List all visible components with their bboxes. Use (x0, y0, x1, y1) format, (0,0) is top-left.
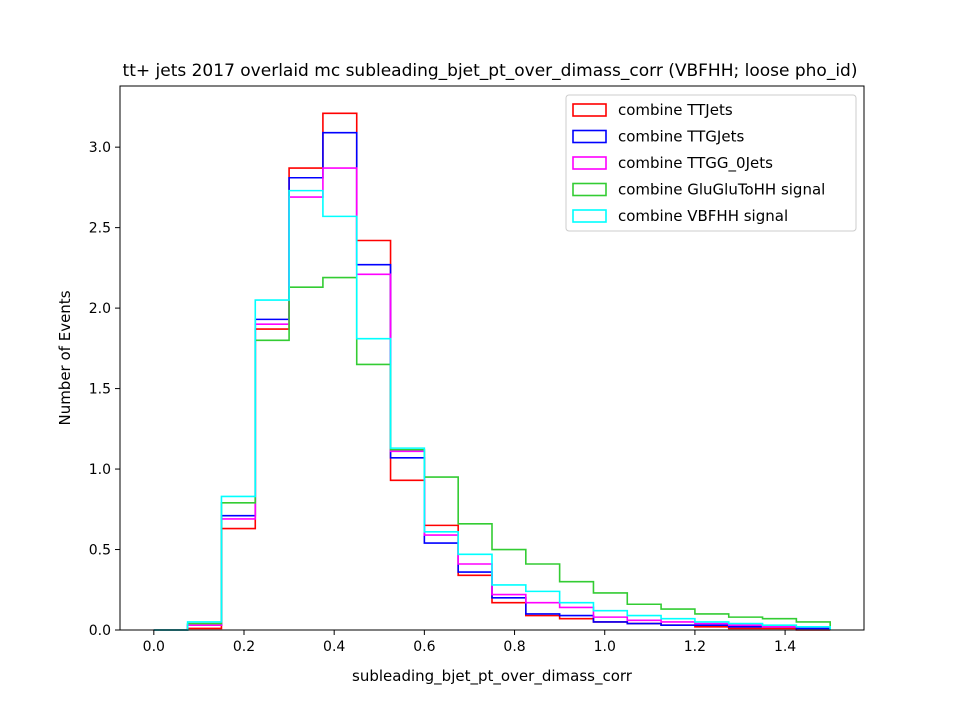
legend-swatch-4 (572, 209, 607, 223)
x-tick-label: 1.4 (774, 639, 796, 655)
y-tick-label: 0.0 (89, 623, 111, 639)
y-tick-label: 1.5 (89, 382, 111, 398)
legend-swatch-1 (572, 129, 607, 144)
legend-label-3: combine GluGluToHH signal (618, 181, 825, 199)
axes-frame (119, 85, 865, 631)
series-line-4 (153, 189, 831, 631)
legend-label-4: combine VBFHH signal (618, 207, 788, 225)
y-tick-label: 0.5 (89, 543, 111, 559)
legend-swatch-2 (572, 156, 607, 170)
axes-ticks: 0.0 0.2 0.4 0.6 0.8 1.0 1.2 1.4 0.0 0.5 1.0 1.5 2.0 2… (89, 140, 797, 655)
legend-label-0: combine TTJets (618, 101, 733, 119)
series-line-3 (153, 276, 831, 631)
legend-swatch-3 (572, 182, 607, 197)
plot-area (119, 85, 865, 631)
y-tick-label: 2.0 (89, 301, 111, 317)
legend-swatch-0 (572, 103, 607, 117)
x-tick-label: 0.0 (143, 639, 165, 655)
legend: combine TTJets combine TTGJets combine TTG… (565, 94, 857, 232)
x-tick-label: 0.4 (323, 639, 345, 655)
x-tick-label: 0.2 (233, 639, 255, 655)
y-tick-label: 1.0 (89, 462, 111, 478)
y-tick-label: 3.0 (89, 140, 111, 156)
y-tick-label: 2.5 (89, 221, 111, 237)
y-axis-label: Number of Events (56, 290, 74, 425)
legend-label-1: combine TTGJets (618, 128, 744, 146)
chart-title: tt+ jets 2017 overlaid mc subleading_bje… (123, 61, 858, 81)
x-tick-label: 0.8 (503, 639, 525, 655)
x-tick-label: 1.2 (684, 639, 706, 655)
x-axis-label: subleading_bjet_pt_over_dimass_corr (352, 667, 633, 686)
legend-label-2: combine TTGG_0Jets (618, 154, 773, 173)
x-tick-label: 1.0 (594, 639, 616, 655)
x-tick-label: 0.6 (413, 639, 435, 655)
legend-box (565, 94, 857, 232)
